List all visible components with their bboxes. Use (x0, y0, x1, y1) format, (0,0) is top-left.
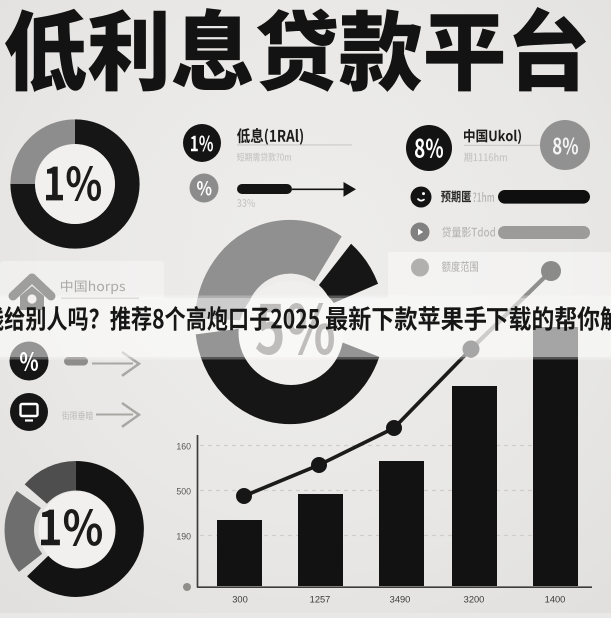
svg-text:3200: 3200 (464, 595, 485, 605)
svg-text:3490: 3490 (390, 595, 411, 605)
svg-text:1400: 1400 (545, 595, 566, 605)
svg-text:500: 500 (176, 487, 191, 497)
svg-text:1257: 1257 (310, 595, 331, 605)
svg-text:300: 300 (232, 595, 248, 605)
svg-text:160: 160 (176, 442, 191, 452)
svg-text:190: 190 (176, 532, 191, 542)
